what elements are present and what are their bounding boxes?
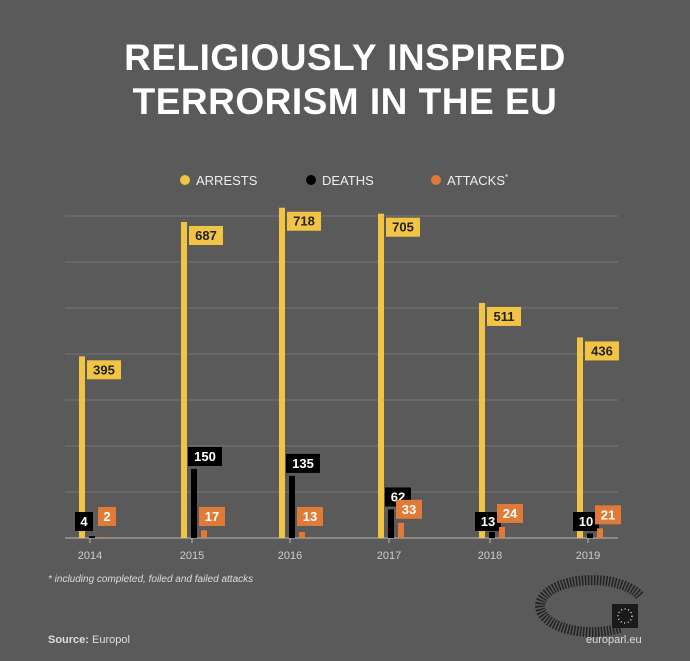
legend-label-arrests: ARRESTS (196, 173, 258, 188)
source-line: Source: Europol (48, 634, 130, 646)
bar-deaths (289, 475, 295, 538)
bar-deaths (89, 536, 95, 538)
data-label-box (573, 512, 599, 531)
chart-title: RELIGIOUSLY INSPIRED TERRORISM IN THE EU (0, 36, 690, 124)
bar-attacks (99, 537, 105, 538)
data-label-box (87, 360, 121, 380)
title-line-1: RELIGIOUSLY INSPIRED (124, 37, 566, 78)
bar-deaths (489, 532, 495, 538)
bar-attacks (201, 530, 207, 538)
site-link[interactable]: europarl.eu (586, 634, 642, 646)
data-label-attacks: 33 (402, 502, 416, 517)
data-label-attacks: 13 (303, 509, 317, 524)
data-label-box (585, 341, 619, 361)
bar-arrests (577, 337, 583, 538)
data-label-deaths: 150 (194, 449, 216, 464)
data-label-deaths: 10 (579, 514, 593, 529)
data-label-box (487, 306, 521, 326)
bar-deaths (191, 469, 197, 538)
data-label-attacks: 2 (103, 509, 110, 524)
data-label-deaths: 135 (292, 456, 314, 471)
bar-attacks (499, 526, 505, 538)
data-label-box (199, 507, 225, 526)
bar-arrests (479, 302, 485, 538)
data-label-box (475, 512, 501, 531)
data-label-box (98, 507, 116, 526)
data-label-box (386, 217, 420, 237)
data-label-box (287, 211, 321, 231)
title-line-2: TERRORISM IN THE EU (132, 81, 558, 122)
source-label: Source: (48, 634, 89, 646)
data-label-box (188, 447, 222, 466)
bar-attacks (398, 522, 404, 538)
legend-label-deaths: DEATHS (322, 173, 374, 188)
data-label-arrests: 395 (93, 362, 115, 377)
data-label-box (75, 512, 93, 531)
footnote: * including completed, foiled and failed… (48, 574, 254, 585)
x-tick-label: 2015 (180, 550, 204, 562)
data-label-deaths: 4 (80, 514, 88, 529)
bar-attacks (597, 528, 603, 538)
bar-attacks (299, 532, 305, 538)
bar-deaths (587, 533, 593, 538)
x-tick-label: 2017 (377, 550, 401, 562)
legend-marker-attacks (431, 175, 441, 185)
x-tick-label: 2019 (576, 550, 600, 562)
data-label-attacks: 21 (601, 507, 615, 522)
data-label-box (595, 505, 621, 525)
data-label-attacks: 17 (205, 509, 219, 524)
source-value: Europol (92, 634, 130, 646)
bar-arrests (378, 213, 384, 538)
legend-label-attacks: ATTACKS* (447, 173, 508, 188)
x-tick-label: 2016 (278, 550, 302, 562)
bar-arrests (79, 356, 85, 538)
data-label-box (297, 507, 323, 526)
data-label-attacks: 24 (503, 506, 518, 521)
bar-deaths (388, 509, 394, 538)
data-label-box (497, 503, 523, 523)
data-label-arrests: 511 (494, 309, 515, 324)
bar-arrests (181, 221, 187, 539)
data-label-box (189, 225, 223, 245)
data-label-arrests: 705 (392, 220, 414, 235)
data-label-deaths: 13 (481, 514, 495, 529)
data-label-arrests: 436 (591, 343, 613, 358)
data-label-box (396, 499, 422, 519)
data-label-arrests: 687 (195, 228, 217, 243)
legend-marker-deaths (306, 175, 316, 185)
x-tick-label: 2014 (78, 550, 102, 562)
bar-arrests (279, 207, 285, 538)
legend-marker-arrests (180, 175, 190, 185)
x-tick-label: 2018 (478, 550, 502, 562)
data-label-arrests: 718 (293, 214, 315, 229)
data-label-box (286, 453, 320, 473)
